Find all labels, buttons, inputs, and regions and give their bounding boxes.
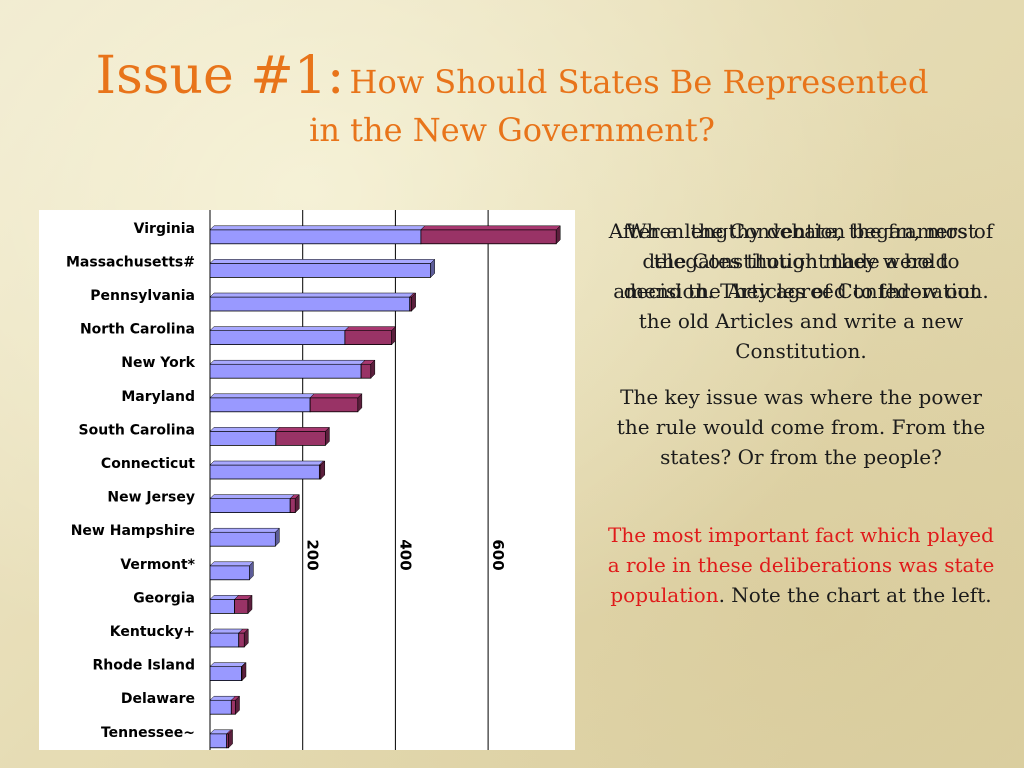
- category-label: Maryland: [121, 389, 195, 405]
- bar-top-face-1: [209, 427, 281, 432]
- category-label: Vermont*: [120, 557, 195, 573]
- bar-segment-2: [230, 699, 236, 715]
- bar-side-face: [391, 325, 396, 346]
- bar-segment-1: [209, 598, 235, 614]
- bar-segment-1: [209, 565, 250, 581]
- bar-segment-2: [275, 430, 326, 446]
- bar-segment-1: [209, 263, 432, 278]
- bar-top-face-1: [209, 595, 240, 600]
- title-issue: Issue #1:: [95, 46, 345, 106]
- bar-segment-1: [209, 397, 311, 413]
- bar-side-face: [555, 225, 561, 245]
- category-label: New Hampshire: [71, 523, 195, 539]
- bar-segment-1: [209, 330, 346, 345]
- category-label: Rhode Island: [92, 658, 195, 674]
- bar-top-face-2: [275, 427, 331, 432]
- slide-title: Issue #1: How Should States Be Represent…: [0, 46, 1024, 150]
- category-label: Delaware: [121, 691, 195, 707]
- bar-segment-2: [309, 397, 359, 413]
- bar-top-face-1: [209, 662, 247, 667]
- bar-segment-2: [289, 498, 296, 514]
- bar-top-face-1: [209, 527, 280, 533]
- x-tick-label-600: 600: [489, 539, 507, 570]
- bar-top-face-1: [209, 494, 295, 499]
- bar-segment-2: [344, 330, 393, 345]
- bar-top-face-1: [209, 460, 324, 466]
- paragraph-key-issue: The key issue was where the power the ru…: [616, 385, 986, 469]
- bar-side-face: [275, 527, 280, 547]
- paragraph-framers: After a lengthy debate, the framers of t…: [608, 219, 994, 363]
- bar-top-face-1: [209, 561, 255, 567]
- bar-segment-1: [209, 498, 291, 514]
- paragraph-population: The most important fact which played a r…: [606, 520, 996, 610]
- bar-side-face: [370, 359, 376, 379]
- bar-top-face-2: [309, 393, 363, 399]
- bar-segment-2: [360, 363, 372, 379]
- bar-segment-2: [420, 229, 557, 245]
- category-label: South Carolina: [79, 422, 195, 438]
- bar-segment-1: [209, 666, 242, 682]
- bar-side-face: [325, 426, 330, 447]
- text-panel: When the Convention began, most delegate…: [606, 216, 996, 610]
- bar-side-face: [320, 460, 326, 480]
- bar-side-face: [411, 292, 416, 312]
- bar-segment-2: [238, 632, 245, 648]
- title-question-line1: How Should States Be Represented: [349, 63, 929, 101]
- bar-top-face-1: [209, 628, 244, 634]
- bar-side-face: [235, 695, 240, 715]
- bar-side-face: [241, 661, 247, 682]
- title-question-line2: in the New Government?: [309, 111, 715, 150]
- bar-side-face: [249, 561, 254, 581]
- population-fact-highlight: The most important fact which played a r…: [607, 523, 995, 607]
- bar-segment-2: [226, 733, 229, 749]
- category-label: Connecticut: [101, 456, 195, 472]
- bar-top-face-2: [420, 225, 561, 231]
- bar-top-face-1: [209, 695, 236, 701]
- bar-side-face: [430, 258, 435, 279]
- population-chart-svg: 200 400 600 Virginia Massachusetts# Pennsylva…: [66, 210, 561, 750]
- bar-side-face: [357, 393, 363, 413]
- population-fact-note: . Note the chart at the left.: [718, 583, 992, 607]
- bar-segment-1: [209, 699, 232, 715]
- bar-side-face: [228, 729, 233, 749]
- bar-top-face-2: [344, 326, 397, 331]
- bar-side-face: [295, 493, 300, 514]
- bar-top-face-1: [209, 359, 366, 365]
- bar-segment-1: [209, 632, 240, 648]
- bar-segment-1: [209, 430, 277, 446]
- bar-side-face: [247, 594, 253, 615]
- category-label: Massachusetts#: [66, 254, 195, 270]
- category-label: Pennsylvania: [90, 288, 195, 304]
- category-label: New York: [121, 355, 195, 371]
- bar-top-face-1: [209, 326, 350, 331]
- bar-segment-2: [409, 296, 413, 312]
- category-label: Georgia: [133, 590, 195, 606]
- category-label: New Jersey: [107, 490, 195, 506]
- category-label: North Carolina: [80, 322, 195, 338]
- category-label: Tennessee~: [101, 725, 195, 741]
- population-chart: 200 400 600 Virginia Massachusetts# Pennsylva…: [39, 210, 575, 750]
- bar-segment-1: [209, 464, 320, 480]
- bar-segment-1: [209, 733, 228, 749]
- bar-segment-1: [209, 296, 411, 312]
- bar-segment-1: [209, 229, 422, 245]
- x-tick-label-200: 200: [304, 539, 322, 570]
- bar-segment-1: [209, 363, 362, 379]
- bar-top-face-1: [209, 225, 426, 231]
- bar-segment-2: [234, 598, 249, 614]
- category-label: Kentucky+: [110, 624, 195, 640]
- overlapping-text: When the Convention began, most delegate…: [613, 219, 989, 303]
- bar-side-face: [244, 628, 249, 648]
- bar-top-face-1: [209, 393, 315, 399]
- category-label: Virginia: [134, 221, 195, 237]
- x-tick-label-400: 400: [396, 539, 414, 570]
- bar-top-face-1: [209, 292, 415, 298]
- bar-top-face-1: [209, 259, 436, 264]
- bar-segment-1: [209, 531, 276, 547]
